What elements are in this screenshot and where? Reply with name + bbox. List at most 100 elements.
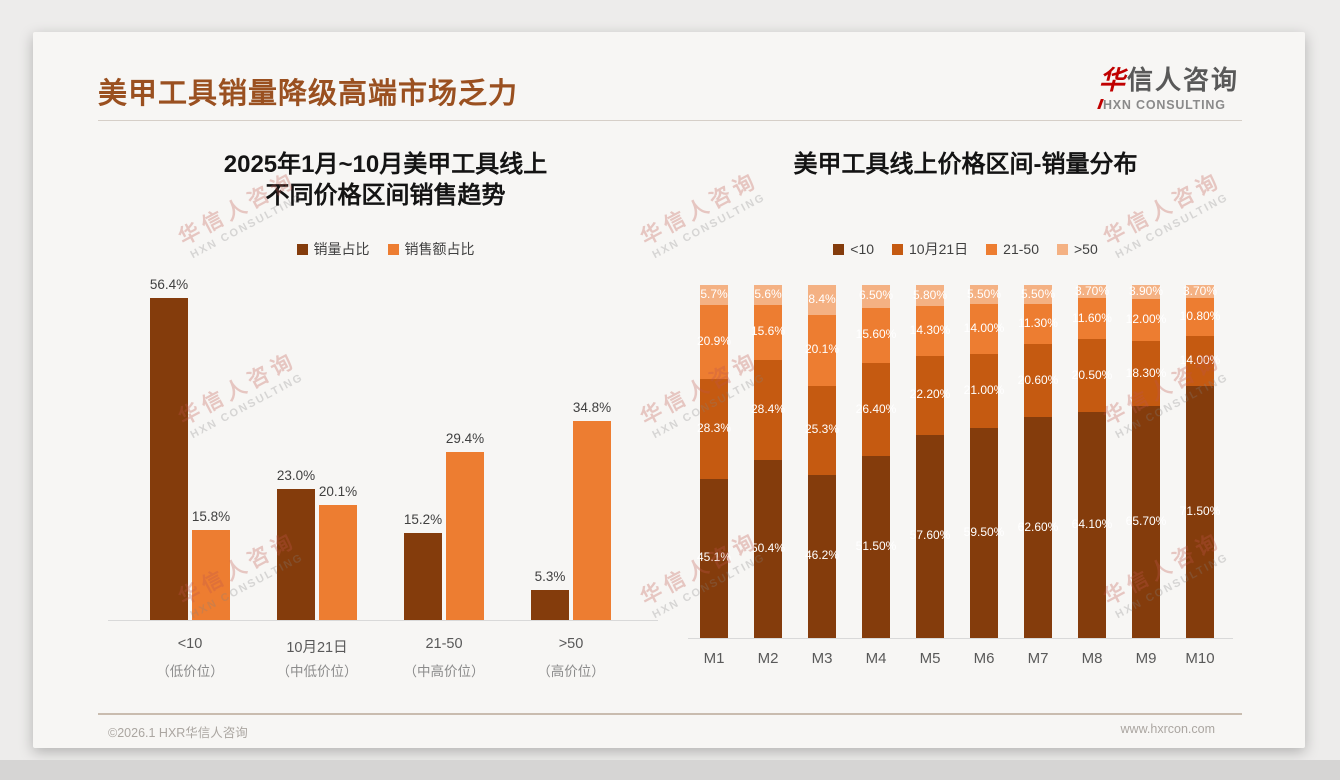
- bar-value-label: 15.2%: [403, 512, 443, 528]
- segment-value-label: 71.50%: [1179, 503, 1221, 518]
- segment-value-label: 5.50%: [1020, 286, 1056, 301]
- footer-divider: [98, 713, 1242, 715]
- x-tick-sublabel: （中高价位）: [403, 664, 485, 679]
- segment-value-label: 22.20%: [909, 387, 951, 402]
- segment-value-label: 18.30%: [1125, 365, 1167, 380]
- right-x-axis-line: [688, 638, 1233, 639]
- segment-value-label: 5.7%: [700, 287, 728, 302]
- left-chart-legend-label: 销售额占比: [404, 241, 475, 257]
- left-chart-legend: 销量占比 销售额占比: [103, 239, 668, 259]
- segment-10月21日-M2: [754, 359, 782, 461]
- segment-value-label: 45.1%: [696, 550, 732, 565]
- segment-value-label: 46.2%: [804, 548, 840, 563]
- x-tick-label: 10月21日: [286, 640, 348, 656]
- right-chart-legend-marker: [833, 243, 845, 255]
- segment-21-50-M10: [1186, 298, 1214, 337]
- segment-value-label: 8.4%: [808, 291, 836, 306]
- segment->50-M2: [754, 285, 782, 305]
- segment-value-label: 14.00%: [963, 321, 1005, 336]
- logo-text-gray: 信人咨询: [1126, 65, 1239, 95]
- segment->50-M4: [862, 285, 890, 308]
- left-chart-legend-marker: [296, 243, 308, 255]
- x-tick-sublabel: （低价位）: [156, 664, 224, 679]
- segment-21-50-M2: [754, 304, 782, 360]
- segment-<10-M5: [916, 434, 944, 638]
- segment-value-label: 14.30%: [909, 323, 951, 338]
- right-chart-title: 美甲工具线上价格区间-销量分布: [793, 151, 1138, 178]
- bar-销售额占比-<10: [192, 529, 230, 620]
- segment->50-M5: [916, 285, 944, 306]
- segment-value-label: 5.50%: [966, 286, 1002, 301]
- bar-value-label: 20.1%: [318, 484, 358, 500]
- segment-value-label: 15.6%: [750, 324, 786, 339]
- segment-value-label: 12.00%: [1125, 312, 1167, 327]
- x-tick-label: M2: [757, 650, 779, 667]
- right-chart-legend-marker: [986, 243, 998, 255]
- segment-value-label: 6.50%: [858, 288, 894, 303]
- bar-value-label: 34.8%: [572, 400, 612, 416]
- segment-<10-M10: [1186, 385, 1214, 638]
- bar-销售额占比->50: [573, 421, 611, 620]
- left-chart-title: 2025年1月~10月美甲工具线上 不同价格区间销售趋势: [103, 149, 668, 211]
- left-chart-title-line1: 2025年1月~10月美甲工具线上: [223, 151, 548, 178]
- right-chart-legend-label: <10: [850, 241, 875, 257]
- x-tick-sublabel: （中低价位）: [276, 664, 358, 679]
- left-chart-legend-item: 销量占比: [296, 239, 370, 259]
- right-chart-legend-item: <10: [833, 241, 874, 257]
- left-chart-legend-item: 销售额占比: [387, 239, 475, 259]
- segment-21-50-M3: [808, 314, 836, 386]
- left-x-axis-line: [108, 620, 658, 621]
- segment-21-50-M6: [970, 304, 998, 354]
- segment-10月21日-M5: [916, 356, 944, 435]
- segment-value-label: 3.90%: [1128, 284, 1164, 299]
- logo-subtext-label: HXN CONSULTING: [1102, 98, 1226, 112]
- segment->50-M3: [808, 285, 836, 315]
- bar-销量占比->50: [531, 589, 569, 620]
- segment-value-label: 26.40%: [855, 401, 897, 416]
- segment-value-label: 11.60%: [1072, 310, 1112, 325]
- right-chart-legend-item: 21-50: [986, 241, 1039, 257]
- bar-value-label: 15.8%: [191, 508, 231, 524]
- segment-21-50-M5: [916, 305, 944, 357]
- segment-<10-M7: [1024, 417, 1052, 638]
- segment-value-label: 20.9%: [696, 334, 732, 348]
- x-tick-label: M9: [1135, 650, 1157, 667]
- x-tick-label: M4: [865, 650, 887, 667]
- left-chart-legend-marker: [387, 243, 399, 255]
- title-divider: [98, 120, 1242, 121]
- segment-value-label: 15.60%: [855, 327, 897, 342]
- right-chart-legend-label: >50: [1073, 241, 1098, 257]
- segment-10月21日-M6: [970, 353, 998, 428]
- segment-value-label: 14.00%: [1179, 352, 1221, 367]
- left-chart-title-line2: 不同价格区间销售趋势: [265, 182, 506, 209]
- segment-value-label: 65.70%: [1125, 514, 1167, 529]
- x-tick-label: >50: [558, 636, 584, 652]
- x-tick-sublabel: （高价位）: [537, 664, 605, 679]
- logo-wordmark: 华信人咨询: [1099, 60, 1239, 97]
- page-bottom-strip: [0, 760, 1340, 780]
- segment-value-label: 5.6%: [754, 286, 782, 301]
- x-tick-label: M6: [973, 650, 995, 667]
- segment-<10-M6: [970, 427, 998, 638]
- bar-销量占比-<10: [150, 297, 188, 620]
- segment-value-label: 20.50%: [1071, 367, 1113, 382]
- right-chart: 美甲工具线上价格区间-销量分布 <10 10月21日 21-50 >50 45.1% 2…: [688, 147, 1243, 707]
- footer-website: www.hxrcon.com: [1120, 722, 1215, 736]
- right-chart-legend-item: >50: [1056, 241, 1098, 257]
- segment-21-50-M1: [700, 305, 728, 379]
- segment-10月21日-M4: [862, 363, 890, 457]
- right-chart-legend-label: 10月21日: [909, 241, 969, 257]
- slide-title: 美甲工具销量降级高端市场乏力: [98, 78, 519, 110]
- segment->50-M1: [700, 285, 728, 306]
- right-chart-plot: 45.1% 28.3% 20.9% 5.7% M1 50.4% 28.4% 15.6% 5.6%…: [688, 147, 1243, 707]
- right-chart-legend-marker: [1056, 243, 1068, 255]
- segment-value-label: 50.4%: [750, 541, 786, 556]
- segment-<10-M3: [808, 474, 836, 638]
- segment-value-label: 25.3%: [804, 422, 840, 437]
- footer-copyright: ©2026.1 HXR华信人咨询: [108, 726, 248, 740]
- bar-销售额占比-21-50: [446, 452, 484, 620]
- x-tick-label: M5: [919, 650, 941, 667]
- logo-subtext: HXN CONSULTING: [1097, 98, 1239, 112]
- segment-10月21日-M7: [1024, 344, 1052, 417]
- segment-21-50-M4: [862, 307, 890, 363]
